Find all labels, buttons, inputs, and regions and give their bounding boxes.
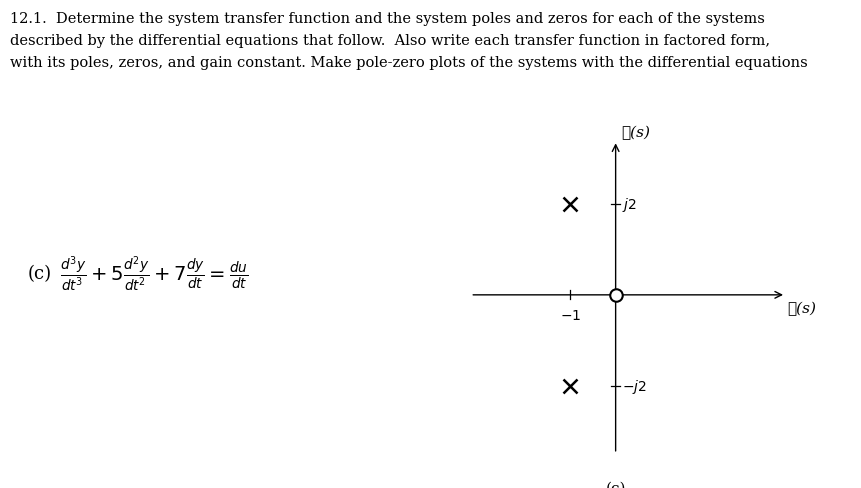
Text: described by the differential equations that follow.  Also write each transfer f: described by the differential equations … [10, 34, 770, 48]
Text: (c): (c) [28, 264, 52, 282]
Text: $-j2$: $-j2$ [622, 377, 647, 395]
Text: with its poles, zeros, and gain constant. Make pole-zero plots of the systems wi: with its poles, zeros, and gain constant… [10, 56, 807, 70]
Text: $\frac{d^3y}{dt^3} + 5\frac{d^2y}{dt^2} + 7\frac{dy}{dt} = \frac{du}{dt}$: $\frac{d^3y}{dt^3} + 5\frac{d^2y}{dt^2} … [60, 253, 249, 293]
Text: 12.1.  Determine the system transfer function and the system poles and zeros for: 12.1. Determine the system transfer func… [10, 12, 765, 26]
Text: ℜ(s): ℜ(s) [786, 301, 815, 315]
Text: (c): (c) [604, 481, 625, 488]
Text: $j2$: $j2$ [622, 196, 636, 214]
Text: ℑ(s): ℑ(s) [621, 126, 649, 140]
Text: $-1$: $-1$ [559, 308, 580, 322]
